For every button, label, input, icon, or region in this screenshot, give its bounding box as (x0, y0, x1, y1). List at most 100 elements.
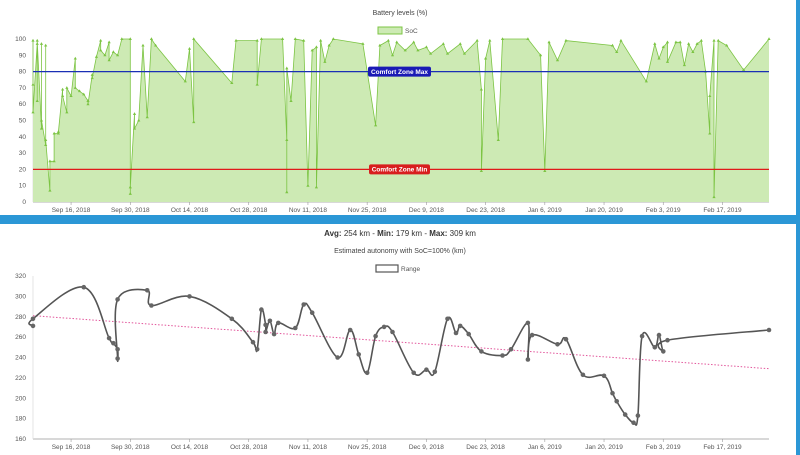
soc-point[interactable] (310, 48, 314, 52)
soc-point[interactable] (716, 38, 720, 42)
range-point[interactable] (665, 337, 670, 343)
soc-point[interactable] (39, 118, 44, 122)
soc-point[interactable] (615, 50, 619, 54)
range-point[interactable] (563, 336, 569, 342)
soc-point[interactable] (234, 38, 238, 42)
range-point[interactable] (381, 324, 387, 330)
soc-point[interactable] (145, 115, 149, 119)
range-point[interactable] (309, 310, 315, 315)
soc-point[interactable] (462, 51, 467, 55)
soc-point[interactable] (657, 56, 661, 60)
soc-point[interactable] (678, 40, 682, 44)
soc-point[interactable] (665, 40, 670, 44)
soc-point[interactable] (293, 37, 297, 40)
range-point[interactable] (622, 412, 628, 417)
range-point[interactable] (254, 347, 260, 352)
range-point[interactable] (631, 420, 636, 425)
soc-point[interactable] (149, 37, 154, 40)
legend-swatch-range[interactable] (375, 264, 399, 273)
soc-point[interactable] (767, 37, 771, 40)
range-point[interactable] (614, 399, 619, 404)
soc-point[interactable] (73, 56, 77, 60)
soc-point[interactable] (314, 45, 319, 49)
range-point[interactable] (661, 349, 666, 354)
soc-point[interactable] (306, 183, 310, 187)
range-point[interactable] (457, 323, 463, 329)
soc-point[interactable] (31, 38, 35, 42)
soc-point[interactable] (538, 53, 543, 57)
soc-point[interactable] (661, 45, 665, 49)
soc-point[interactable] (327, 43, 331, 47)
soc-point[interactable] (712, 195, 716, 199)
soc-point[interactable] (564, 38, 568, 42)
range-point[interactable] (259, 307, 264, 312)
soc-point[interactable] (403, 48, 407, 52)
soc-point[interactable] (77, 89, 82, 93)
range-point[interactable] (656, 332, 662, 338)
soc-point[interactable] (500, 37, 505, 40)
soc-point[interactable] (424, 45, 428, 49)
soc-point[interactable] (323, 60, 327, 63)
soc-point[interactable] (412, 40, 416, 44)
soc-point[interactable] (69, 94, 73, 98)
range-point[interactable] (144, 288, 150, 293)
soc-point[interactable] (708, 131, 712, 135)
soc-point[interactable] (31, 110, 35, 114)
soc-point[interactable] (285, 66, 289, 70)
soc-point[interactable] (73, 86, 77, 89)
range-point[interactable] (525, 320, 531, 326)
soc-point[interactable] (302, 38, 306, 42)
soc-point[interactable] (107, 40, 111, 44)
soc-point[interactable] (137, 118, 141, 122)
soc-point[interactable] (445, 51, 450, 55)
soc-point[interactable] (691, 50, 695, 54)
range-point[interactable] (500, 353, 505, 358)
soc-point[interactable] (725, 43, 729, 47)
range-point[interactable] (229, 316, 235, 322)
range-point[interactable] (373, 333, 378, 339)
range-point[interactable] (652, 345, 658, 350)
soc-point[interactable] (742, 68, 746, 71)
soc-point[interactable] (378, 43, 382, 47)
soc-point[interactable] (111, 50, 115, 54)
soc-point[interactable] (128, 192, 132, 195)
soc-point[interactable] (610, 43, 615, 47)
soc-point[interactable] (86, 99, 90, 102)
soc-point[interactable] (187, 46, 192, 50)
range-point[interactable] (555, 342, 560, 347)
soc-point[interactable] (90, 76, 94, 80)
soc-point[interactable] (665, 60, 670, 63)
range-point[interactable] (453, 330, 459, 336)
soc-point[interactable] (386, 38, 390, 42)
range-point[interactable] (479, 349, 484, 354)
soc-point[interactable] (192, 37, 196, 40)
soc-point[interactable] (319, 38, 323, 42)
range-point[interactable] (445, 316, 450, 322)
soc-point[interactable] (285, 190, 289, 194)
legend-swatch-soc[interactable] (377, 26, 403, 35)
soc-point[interactable] (132, 112, 137, 115)
soc-point[interactable] (674, 40, 678, 44)
soc-point[interactable] (314, 185, 319, 189)
range-point[interactable] (580, 372, 586, 378)
soc-point[interactable] (255, 82, 259, 86)
legend-label-soc[interactable]: SoC (405, 28, 418, 35)
range-point[interactable] (466, 331, 472, 337)
soc-point[interactable] (35, 42, 39, 45)
range-point[interactable] (271, 331, 277, 337)
soc-point[interactable] (653, 42, 657, 45)
soc-point[interactable] (65, 86, 69, 89)
soc-point[interactable] (61, 87, 65, 91)
range-point[interactable] (411, 370, 417, 376)
soc-point[interactable] (416, 48, 420, 52)
soc-point[interactable] (644, 79, 648, 83)
range-point[interactable] (639, 333, 645, 339)
soc-point[interactable] (361, 42, 365, 45)
range-point[interactable] (30, 323, 36, 329)
soc-point[interactable] (483, 56, 488, 60)
range-point[interactable] (111, 340, 116, 346)
range-point[interactable] (525, 357, 531, 362)
range-point[interactable] (335, 355, 340, 360)
soc-point[interactable] (619, 38, 623, 42)
soc-point[interactable] (115, 53, 120, 57)
